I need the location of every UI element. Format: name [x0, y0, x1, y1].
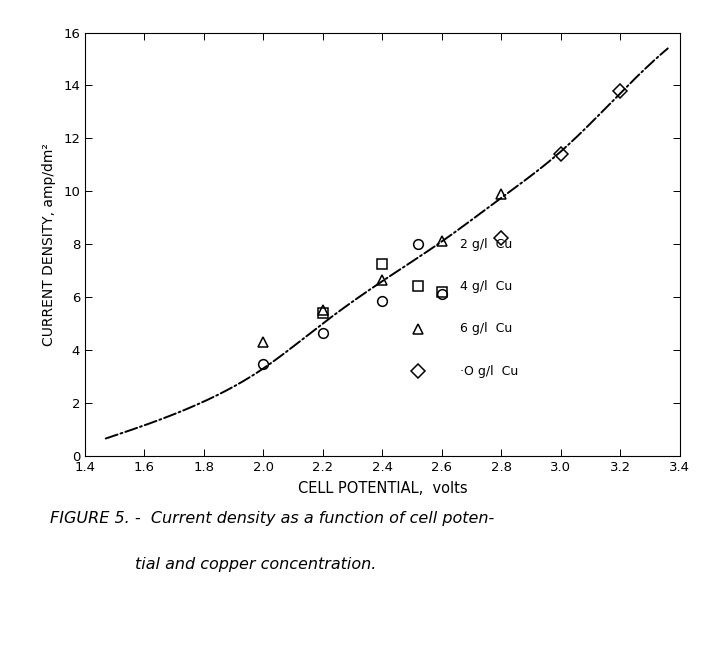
Text: 6 g/l  Cu: 6 g/l Cu: [459, 322, 512, 335]
Text: ·O g/l  Cu: ·O g/l Cu: [459, 365, 518, 378]
Text: tial and copper concentration.: tial and copper concentration.: [135, 557, 376, 572]
Text: 4 g/l  Cu: 4 g/l Cu: [459, 280, 512, 293]
Text: 2 g/l  Cu: 2 g/l Cu: [459, 238, 512, 251]
X-axis label: CELL POTENTIAL,  volts: CELL POTENTIAL, volts: [297, 480, 467, 495]
Text: FIGURE 5. -  Current density as a function of cell poten-: FIGURE 5. - Current density as a functio…: [50, 511, 493, 526]
Y-axis label: CURRENT DENSITY, amp/dm²: CURRENT DENSITY, amp/dm²: [42, 143, 56, 346]
